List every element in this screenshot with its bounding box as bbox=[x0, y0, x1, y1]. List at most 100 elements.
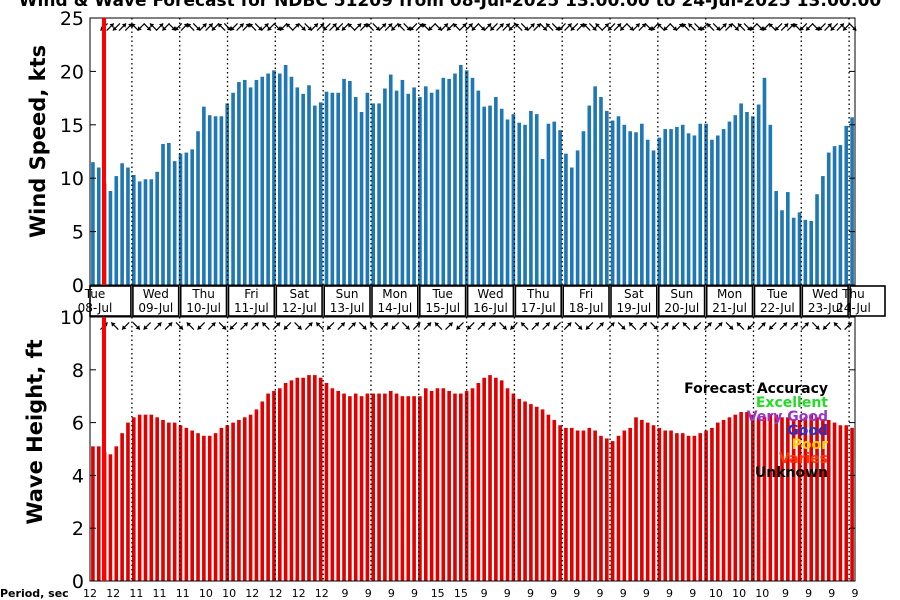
day-date-label: 17-Jul bbox=[521, 301, 556, 315]
wave-bar bbox=[423, 388, 428, 581]
period-tick-label: 12 bbox=[245, 587, 259, 600]
period-tick-label: 9 bbox=[828, 587, 835, 600]
wind-direction-arrow bbox=[353, 23, 362, 31]
wave-direction-arrow bbox=[704, 322, 712, 330]
wind-bar bbox=[599, 97, 603, 285]
wind-bar bbox=[809, 220, 814, 285]
wave-ytick-label: 4 bbox=[72, 465, 84, 487]
wind-direction-arrow bbox=[242, 23, 251, 31]
wave-bar bbox=[628, 427, 632, 581]
day-name-label: Tue bbox=[766, 287, 788, 301]
wave-bar bbox=[242, 417, 247, 581]
wave-bar bbox=[657, 427, 662, 581]
wind-direction-arrow bbox=[687, 23, 696, 31]
wind-bar bbox=[190, 149, 194, 285]
wind-direction-arrow bbox=[322, 23, 331, 31]
wind-direction-arrow bbox=[384, 23, 393, 31]
wind-bar bbox=[394, 90, 399, 286]
wave-direction-arrow bbox=[143, 322, 152, 330]
wave-direction-arrow bbox=[358, 322, 367, 330]
day-name-label: Fri bbox=[244, 287, 258, 301]
day-label-box bbox=[801, 285, 849, 317]
day-label-box bbox=[849, 285, 886, 317]
wave-ytick-label: 8 bbox=[72, 360, 84, 382]
period-tick-label: 12 bbox=[83, 587, 97, 600]
wave-bar bbox=[353, 393, 358, 581]
wind-bar bbox=[213, 116, 218, 285]
day-name-label: Thu bbox=[191, 287, 215, 301]
day-date-label: 23-Jul bbox=[808, 301, 843, 315]
wave-bar bbox=[692, 435, 697, 581]
wave-direction-arrow bbox=[153, 322, 162, 330]
wind-direction-arrow bbox=[731, 23, 740, 31]
wind-ytick-label: 10 bbox=[60, 168, 84, 190]
wind-bar bbox=[336, 92, 340, 285]
wave-direction-arrow bbox=[606, 322, 615, 330]
wave-bar bbox=[225, 425, 230, 581]
wind-bar bbox=[435, 89, 440, 285]
wave-direction-arrow bbox=[326, 322, 335, 330]
wind-direction-arrow bbox=[619, 23, 628, 31]
wind-bar bbox=[803, 219, 808, 285]
wave-chart: 0 2 4 6 8 10 12 12 11 11 11 10 10 12 12 12 12 9 9 9 9 15 15 9 9 9… bbox=[60, 307, 859, 600]
wind-bar bbox=[774, 191, 778, 285]
wind-direction-arrow bbox=[607, 23, 616, 31]
wave-bar bbox=[161, 419, 165, 581]
wind-direction-arrow bbox=[359, 23, 368, 31]
wave-bar bbox=[318, 377, 323, 581]
day-date-label: 16-Jul bbox=[473, 301, 508, 315]
wind-bar bbox=[780, 210, 784, 285]
wind-direction-arrow bbox=[291, 23, 300, 31]
wind-ytick-label: 0 bbox=[72, 275, 84, 297]
period-tick-label: 10 bbox=[732, 587, 746, 600]
day-name-label: Sun bbox=[670, 287, 693, 301]
wind-direction-arrow bbox=[650, 23, 659, 31]
wind-direction-arrow bbox=[161, 23, 170, 31]
wind-bar bbox=[248, 87, 253, 285]
wave-bar bbox=[441, 388, 446, 581]
wave-direction-arrow bbox=[563, 322, 572, 330]
wave-bar bbox=[464, 390, 469, 581]
wave-direction-arrow bbox=[218, 322, 227, 330]
day-label-box bbox=[466, 285, 515, 317]
wind-direction-arrow bbox=[409, 23, 418, 31]
wind-bar bbox=[295, 87, 300, 285]
period-tick-label: 15 bbox=[454, 587, 468, 600]
wind-bar bbox=[721, 129, 726, 285]
wave-bar bbox=[821, 419, 825, 581]
wave-direction-arrow bbox=[466, 322, 475, 330]
wave-bar bbox=[669, 430, 673, 581]
wind-direction-arrow bbox=[514, 23, 523, 31]
wave-direction-arrow bbox=[509, 322, 518, 330]
wave-bar bbox=[272, 390, 276, 581]
period-tick-label: 9 bbox=[411, 587, 418, 600]
wave-direction-arrow bbox=[671, 322, 680, 330]
wave-bar bbox=[114, 446, 119, 581]
wave-bar bbox=[429, 390, 434, 581]
wind-bar bbox=[704, 123, 708, 285]
day-name-label: Thu bbox=[526, 287, 550, 301]
wave-direction-arrow bbox=[283, 322, 292, 330]
period-tick-label: 11 bbox=[129, 587, 143, 600]
wind-bar bbox=[207, 115, 212, 285]
wave-bar bbox=[266, 393, 270, 581]
wave-bar bbox=[383, 393, 387, 581]
wave-bar bbox=[301, 377, 305, 581]
wind-bar bbox=[406, 93, 411, 285]
wave-bar bbox=[540, 409, 545, 581]
wind-direction-arrow bbox=[489, 23, 498, 31]
chart-title: Wind & Wave Forecast for NDBC 51209 from… bbox=[18, 0, 882, 11]
wave-direction-arrow bbox=[207, 322, 216, 330]
wave-bar bbox=[599, 435, 603, 581]
wind-bar bbox=[143, 179, 148, 285]
wind-bar bbox=[348, 81, 352, 285]
wave-direction-arrow bbox=[790, 322, 799, 330]
wind-bar bbox=[237, 82, 241, 285]
wind-bar bbox=[517, 122, 522, 285]
wave-bar bbox=[371, 393, 376, 581]
wind-bar bbox=[815, 194, 819, 285]
wave-bar bbox=[248, 414, 253, 581]
wave-bar bbox=[534, 406, 539, 581]
wind-bar bbox=[499, 108, 504, 285]
day-name-label: Tue bbox=[84, 287, 106, 301]
